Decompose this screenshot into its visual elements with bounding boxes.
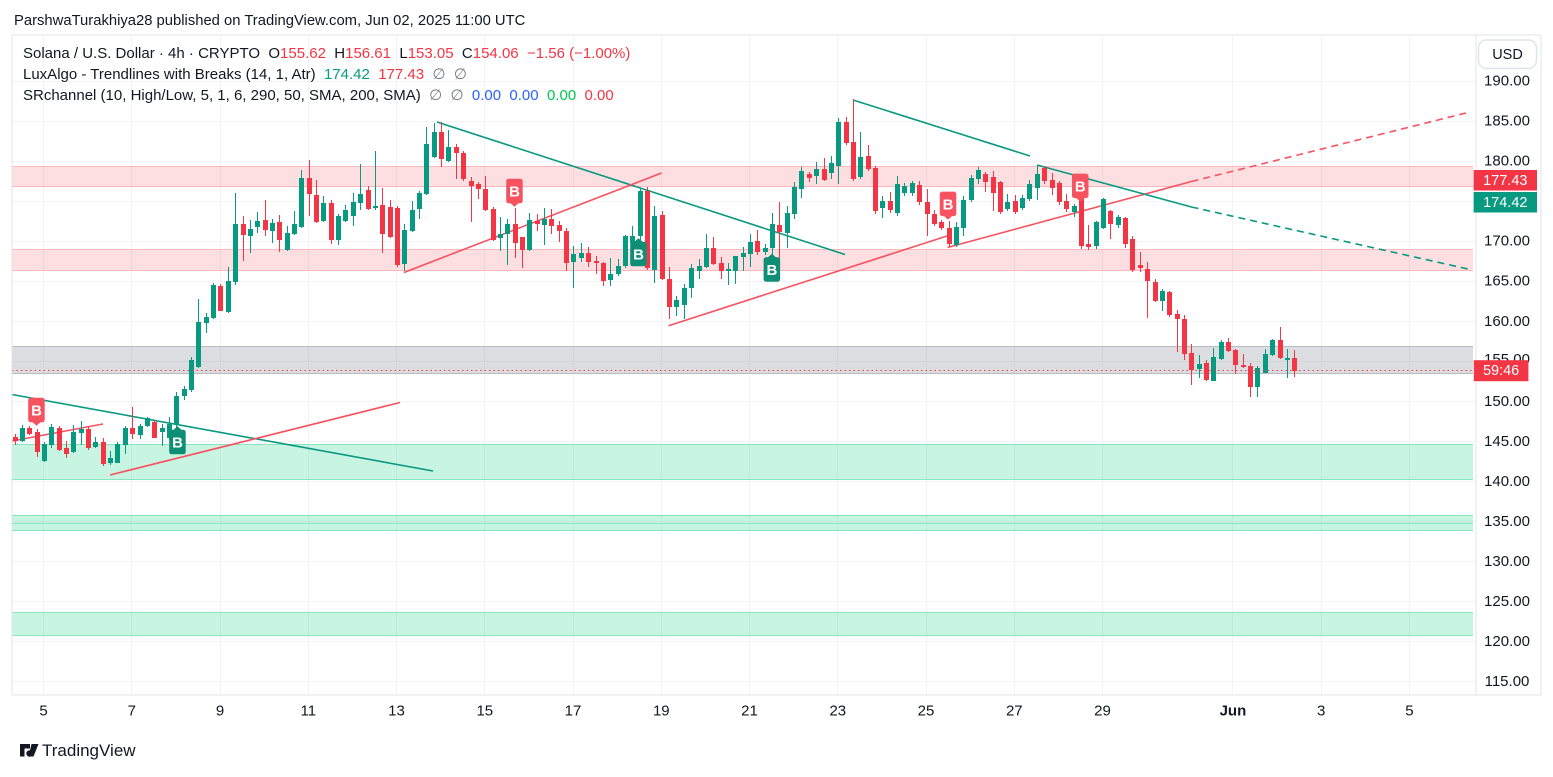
svg-text:ParshwaTurakhiya28 published o: ParshwaTurakhiya28 published on TradingV… xyxy=(14,13,526,29)
svg-text:21: 21 xyxy=(741,703,758,720)
svg-text:120.00: 120.00 xyxy=(1484,633,1530,650)
svg-text:185.00: 185.00 xyxy=(1484,113,1530,130)
svg-text:190.00: 190.00 xyxy=(1484,73,1530,90)
svg-text:15: 15 xyxy=(476,703,493,720)
svg-text:19: 19 xyxy=(653,703,670,720)
svg-text:B: B xyxy=(31,403,42,420)
svg-text:23: 23 xyxy=(829,703,846,720)
svg-text:Solana / U.S. Dollar · 4h · CR: Solana / U.S. Dollar · 4h · CRYPTO O155.… xyxy=(23,45,630,62)
svg-text:5: 5 xyxy=(1405,703,1413,720)
svg-text:160.00: 160.00 xyxy=(1484,313,1530,330)
svg-text:B: B xyxy=(633,247,644,264)
svg-text:17: 17 xyxy=(565,703,582,720)
svg-text:130.00: 130.00 xyxy=(1484,553,1530,570)
svg-text:B: B xyxy=(1075,178,1086,195)
svg-text:165.00: 165.00 xyxy=(1484,273,1530,290)
svg-text:TradingView: TradingView xyxy=(42,741,136,760)
svg-text:170.00: 170.00 xyxy=(1484,233,1530,250)
svg-text:11: 11 xyxy=(301,703,317,720)
svg-text:13: 13 xyxy=(388,703,405,720)
svg-text:150.00: 150.00 xyxy=(1484,393,1530,410)
svg-text:LuxAlgo - Trendlines with Brea: LuxAlgo - Trendlines with Breaks (14, 1,… xyxy=(23,66,467,83)
svg-text:180.00: 180.00 xyxy=(1484,153,1530,170)
svg-text:B: B xyxy=(509,184,520,201)
svg-text:7: 7 xyxy=(128,703,136,720)
svg-text:115.00: 115.00 xyxy=(1485,673,1530,690)
svg-text:SRchannel (10, High/Low, 5, 1,: SRchannel (10, High/Low, 5, 1, 6, 290, 5… xyxy=(23,87,614,104)
svg-text:29: 29 xyxy=(1094,703,1111,720)
svg-text:135.00: 135.00 xyxy=(1484,513,1530,530)
svg-text:3: 3 xyxy=(1317,703,1325,720)
svg-text:125.00: 125.00 xyxy=(1484,593,1530,610)
svg-text:59:46: 59:46 xyxy=(1483,363,1519,379)
svg-text:25: 25 xyxy=(918,703,935,720)
svg-text:USD: USD xyxy=(1492,47,1523,63)
svg-text:B: B xyxy=(943,196,954,213)
svg-text:140.00: 140.00 xyxy=(1484,473,1530,490)
svg-text:177.43: 177.43 xyxy=(1483,173,1527,189)
svg-text:27: 27 xyxy=(1006,703,1023,720)
svg-text:174.42: 174.42 xyxy=(1483,195,1527,211)
svg-text:5: 5 xyxy=(39,703,47,720)
svg-text:B: B xyxy=(766,262,777,279)
svg-text:145.00: 145.00 xyxy=(1484,433,1530,450)
svg-text:Jun: Jun xyxy=(1220,703,1247,720)
svg-text:9: 9 xyxy=(216,703,224,720)
svg-text:B: B xyxy=(172,435,183,452)
